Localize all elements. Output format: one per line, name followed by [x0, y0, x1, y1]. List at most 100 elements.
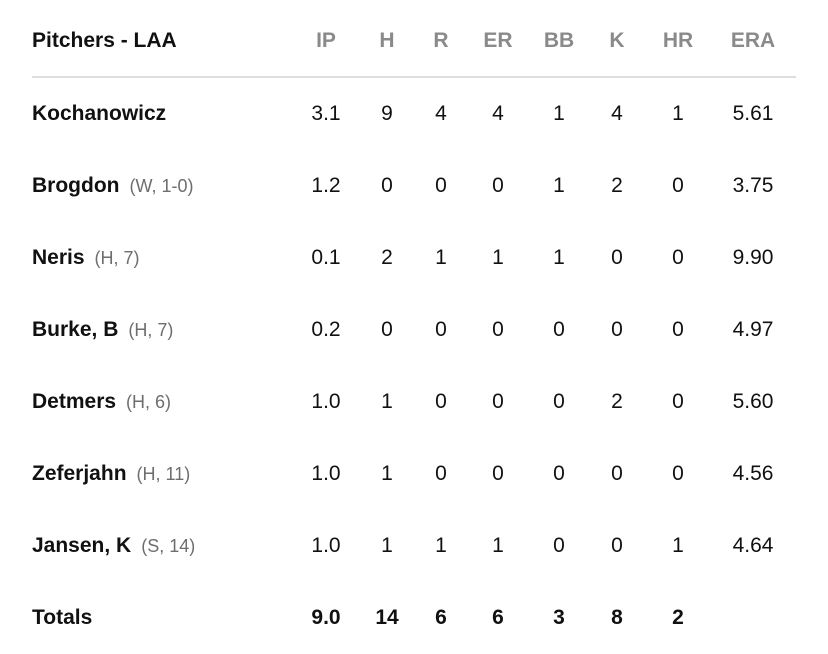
stat-era: 4.64 [732, 534, 774, 557]
pitcher-decision: (H, 7) [128, 320, 174, 340]
stat-er: 0 [492, 390, 504, 413]
stat-h: 0 [381, 174, 393, 197]
stat-hr: 0 [672, 462, 684, 485]
stat-er: 1 [492, 534, 504, 557]
pitcher-decision: (W, 1-0) [129, 176, 194, 196]
totals-row: Totals 9.0 14 6 6 3 8 2 [32, 582, 796, 654]
stat-h: 9 [381, 102, 393, 125]
stat-bb: 0 [553, 318, 565, 341]
stat-era: 5.61 [732, 102, 774, 125]
pitcher-decision: (S, 14) [141, 536, 196, 556]
stat-ip: 1.0 [311, 462, 341, 485]
total-k: 8 [611, 606, 623, 629]
stat-h: 1 [381, 534, 393, 557]
pitcher-name[interactable]: Burke, B [32, 318, 119, 341]
pitcher-name-cell: Brogdon (W, 1-0) [32, 150, 294, 222]
stat-r: 0 [435, 390, 447, 413]
stat-bb: 1 [553, 246, 565, 269]
pitcher-name[interactable]: Kochanowicz [32, 102, 167, 125]
stat-k: 2 [611, 174, 623, 197]
stat-k: 0 [611, 318, 623, 341]
total-h: 14 [375, 606, 399, 629]
stat-ip: 0.1 [311, 246, 341, 269]
stat-hr: 0 [672, 174, 684, 197]
stat-r: 0 [435, 462, 447, 485]
stat-h: 2 [381, 246, 393, 269]
stat-ip: 1.2 [311, 174, 341, 197]
stat-er: 0 [492, 318, 504, 341]
pitcher-decision: (H, 6) [126, 392, 172, 412]
stat-era: 9.90 [732, 246, 774, 269]
stat-bb: 0 [553, 534, 565, 557]
stat-hr: 0 [672, 390, 684, 413]
total-hr: 2 [672, 606, 684, 629]
pitcher-decision: (H, 11) [136, 464, 191, 484]
column-header-h: H [358, 6, 416, 78]
stat-era: 4.97 [732, 318, 774, 341]
pitchers-table: Pitchers - LAA IP H R ER BB K HR ERA Koc… [32, 6, 796, 654]
pitcher-name-cell: Neris (H, 7) [32, 222, 294, 294]
stat-bb: 1 [553, 102, 565, 125]
stat-r: 0 [435, 174, 447, 197]
stat-r: 1 [435, 534, 447, 557]
pitcher-name-cell: Zeferjahn (H, 11) [32, 438, 294, 510]
column-header-hr: HR [646, 6, 710, 78]
stat-r: 1 [435, 246, 447, 269]
stat-hr: 1 [672, 102, 684, 125]
stat-ip: 1.0 [311, 390, 341, 413]
table-row: Burke, B (H, 7) 0.2 0 0 0 0 0 0 4.97 [32, 294, 796, 366]
total-er: 6 [492, 606, 504, 629]
stat-bb: 1 [553, 174, 565, 197]
stat-h: 1 [381, 390, 393, 413]
stat-er: 0 [492, 174, 504, 197]
pitcher-name-cell: Burke, B (H, 7) [32, 294, 294, 366]
pitcher-name-cell: Detmers (H, 6) [32, 366, 294, 438]
stat-hr: 1 [672, 534, 684, 557]
stat-er: 4 [492, 102, 504, 125]
table-title: Pitchers - LAA [32, 6, 294, 78]
stat-era: 3.75 [732, 174, 774, 197]
stat-bb: 0 [553, 390, 565, 413]
stat-r: 0 [435, 318, 447, 341]
stat-ip: 1.0 [311, 534, 341, 557]
pitcher-name[interactable]: Jansen, K [32, 534, 132, 557]
stat-k: 4 [611, 102, 623, 125]
column-header-er: ER [466, 6, 530, 78]
total-r: 6 [435, 606, 447, 629]
pitcher-decision: (H, 7) [94, 248, 140, 268]
column-header-k: K [588, 6, 646, 78]
stat-hr: 0 [672, 246, 684, 269]
column-header-bb: BB [530, 6, 588, 78]
stat-ip: 0.2 [311, 318, 341, 341]
stat-h: 0 [381, 318, 393, 341]
pitcher-name[interactable]: Detmers [32, 390, 117, 413]
table-row: Jansen, K (S, 14) 1.0 1 1 1 0 0 1 4.64 [32, 510, 796, 582]
stat-r: 4 [435, 102, 447, 125]
stat-k: 0 [611, 246, 623, 269]
column-header-r: R [416, 6, 466, 78]
table-row: Zeferjahn (H, 11) 1.0 1 0 0 0 0 0 4.56 [32, 438, 796, 510]
totals-label: Totals [32, 606, 93, 629]
table-row: Detmers (H, 6) 1.0 1 0 0 0 2 0 5.60 [32, 366, 796, 438]
pitcher-name[interactable]: Brogdon [32, 174, 120, 197]
total-bb: 3 [553, 606, 565, 629]
pitcher-name[interactable]: Neris [32, 246, 85, 269]
stat-hr: 0 [672, 318, 684, 341]
pitcher-name-cell: Jansen, K (S, 14) [32, 510, 294, 582]
table-row: Kochanowicz 3.1 9 4 4 1 4 1 5.61 [32, 77, 796, 150]
total-era [710, 582, 796, 654]
pitcher-name[interactable]: Zeferjahn [32, 462, 127, 485]
table-row: Neris (H, 7) 0.1 2 1 1 1 0 0 9.90 [32, 222, 796, 294]
stat-k: 0 [611, 534, 623, 557]
stat-h: 1 [381, 462, 393, 485]
stat-bb: 0 [553, 462, 565, 485]
stat-er: 1 [492, 246, 504, 269]
stat-era: 5.60 [732, 390, 774, 413]
stat-ip: 3.1 [311, 102, 341, 125]
stat-k: 0 [611, 462, 623, 485]
column-header-era: ERA [710, 6, 796, 78]
table-row: Brogdon (W, 1-0) 1.2 0 0 0 1 2 0 3.75 [32, 150, 796, 222]
pitcher-name-cell: Kochanowicz [32, 77, 294, 150]
stat-era: 4.56 [732, 462, 774, 485]
